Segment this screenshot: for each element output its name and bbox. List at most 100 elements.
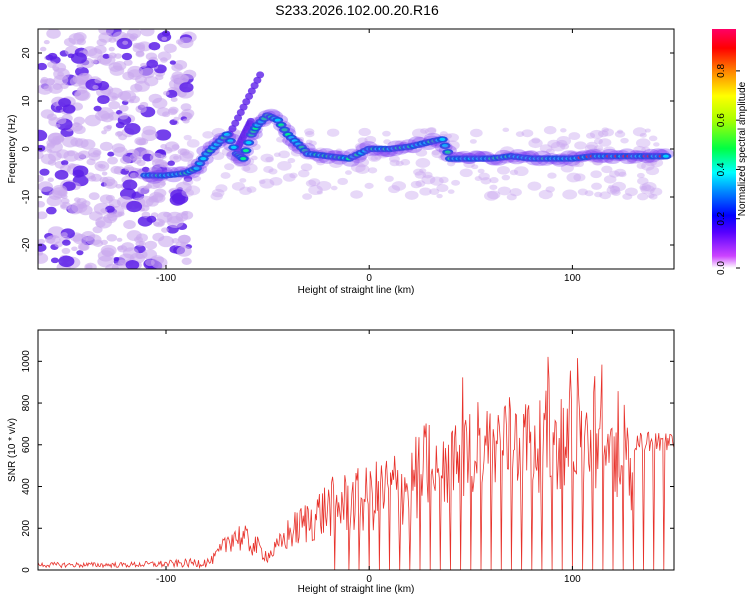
ridge-spike-blob — [242, 98, 251, 106]
noise-blob — [478, 172, 490, 181]
noise-blob — [609, 185, 620, 193]
noise-blob — [243, 163, 258, 174]
noise-blob — [50, 257, 59, 264]
noise-blob — [107, 151, 115, 157]
noise-blob — [155, 129, 172, 141]
noise-blob — [116, 237, 123, 242]
noise-blob — [60, 204, 67, 209]
noise-blob — [545, 148, 555, 155]
noise-blob — [103, 178, 118, 189]
ridge-peak — [278, 123, 285, 127]
ridge-peak — [227, 139, 234, 143]
noise-blob — [594, 191, 603, 198]
noise-blob — [161, 36, 168, 41]
noise-blob — [391, 181, 407, 191]
noise-blob — [123, 220, 136, 230]
colorbar-tick-label: 0.2 — [716, 211, 727, 225]
noise-blob — [308, 178, 321, 187]
noise-blob — [135, 104, 147, 114]
noise-blob — [277, 161, 292, 171]
noise-blob — [168, 106, 179, 114]
noise-blob — [108, 87, 123, 99]
noise-blob — [70, 52, 87, 64]
noise-blob — [114, 131, 123, 137]
noise-blob — [180, 210, 194, 220]
noise-blob — [415, 158, 431, 168]
noise-blob — [259, 178, 275, 189]
noise-blob — [78, 150, 90, 159]
noise-blob — [427, 127, 437, 134]
noise-blob — [650, 187, 663, 196]
noise-blob — [87, 147, 102, 158]
noise-blob — [170, 97, 178, 102]
noise-blob — [181, 257, 192, 265]
noise-blob — [591, 182, 603, 190]
spectrogram-xtick-label: -100 — [156, 273, 176, 284]
noise-blob — [123, 59, 133, 66]
snr-xtick-label: 0 — [366, 574, 372, 585]
noise-blob — [39, 46, 47, 52]
colorbar-ticks: 0.0 0.2 0.4 0.6 0.8 — [716, 63, 740, 275]
colorbar-tick-label: 0.6 — [716, 113, 727, 127]
noise-blob — [58, 255, 75, 268]
noise-blob — [364, 135, 377, 144]
noise-blob — [636, 172, 645, 179]
noise-blob — [100, 239, 108, 245]
noise-blob — [38, 144, 46, 152]
spectrogram-xlabel: Height of straight line (km) — [298, 285, 415, 296]
noise-blob — [38, 62, 48, 71]
ridge-spike-blob — [234, 114, 243, 122]
noise-blob — [429, 188, 440, 196]
noise-blob — [601, 128, 614, 137]
noise-blob — [246, 186, 257, 193]
noise-blob — [316, 159, 326, 166]
noise-blob — [383, 139, 391, 145]
noise-blob — [395, 160, 404, 167]
noise-blob — [305, 179, 317, 187]
noise-blob — [388, 155, 400, 163]
noise-blob — [635, 138, 651, 148]
noise-blob — [94, 77, 102, 84]
noise-blob — [67, 53, 75, 59]
noise-blob — [87, 48, 103, 59]
colorbar-gradient — [712, 29, 736, 268]
noise-blob — [586, 141, 598, 150]
noise-blob — [637, 177, 649, 185]
noise-blob — [389, 159, 400, 167]
colorbar-label: Normalized spectral amplitude — [737, 81, 748, 216]
noise-blob — [355, 164, 370, 174]
ridge-spike-blob — [239, 103, 248, 111]
noise-blob — [632, 127, 647, 137]
spectrogram-ylabel: Frequency (Hz) — [7, 115, 18, 184]
noise-blob — [589, 129, 604, 139]
noise-blob — [148, 42, 161, 51]
noise-blob — [445, 133, 459, 143]
noise-blob — [459, 168, 473, 178]
spectrogram-marks — [38, 29, 674, 269]
noise-blob — [129, 35, 138, 41]
noise-blob — [316, 190, 323, 195]
noise-blob — [132, 157, 142, 164]
noise-blob — [329, 158, 344, 168]
ridge-peak — [281, 128, 288, 132]
noise-blob — [614, 168, 627, 177]
noise-blob — [608, 184, 615, 189]
noise-blob — [182, 178, 194, 186]
noise-blob — [258, 179, 266, 185]
colorbar-tick-label: 0.0 — [716, 261, 727, 275]
noise-blob — [38, 211, 48, 220]
noise-blob — [99, 164, 106, 169]
noise-blob — [305, 139, 313, 145]
noise-blob — [438, 176, 449, 184]
noise-blob — [650, 158, 664, 168]
ridge-peak — [662, 154, 669, 158]
noise-blob — [77, 242, 90, 252]
noise-blob — [52, 184, 68, 196]
noise-blob — [39, 168, 50, 176]
noise-blob — [413, 168, 424, 176]
noise-blob — [281, 138, 288, 143]
noise-blob — [606, 185, 621, 195]
noise-blob — [584, 144, 598, 153]
noise-blob — [137, 195, 154, 208]
